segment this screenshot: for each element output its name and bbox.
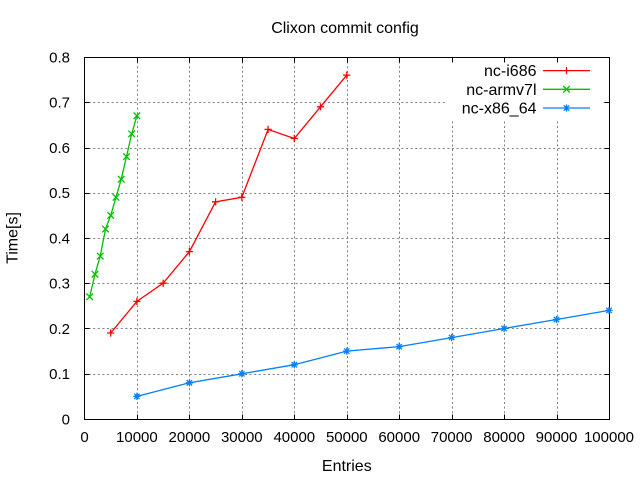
svg-text:20000: 20000 bbox=[169, 429, 211, 446]
svg-text:10000: 10000 bbox=[116, 429, 158, 446]
svg-text:60000: 60000 bbox=[378, 429, 420, 446]
svg-text:0: 0 bbox=[62, 411, 70, 428]
svg-text:80000: 80000 bbox=[483, 429, 525, 446]
svg-text:Entries: Entries bbox=[322, 458, 372, 475]
svg-text:0.4: 0.4 bbox=[49, 230, 70, 247]
svg-text:0.7: 0.7 bbox=[49, 95, 70, 112]
svg-text:nc-armv7l: nc-armv7l bbox=[466, 82, 536, 99]
svg-text:0: 0 bbox=[80, 429, 88, 446]
svg-text:nc-x86_64: nc-x86_64 bbox=[462, 101, 537, 118]
svg-text:0.8: 0.8 bbox=[49, 49, 70, 66]
svg-text:0.2: 0.2 bbox=[49, 321, 70, 338]
svg-text:30000: 30000 bbox=[221, 429, 263, 446]
svg-text:Time[s]: Time[s] bbox=[5, 212, 22, 264]
svg-text:100000: 100000 bbox=[584, 429, 634, 446]
svg-text:0.5: 0.5 bbox=[49, 185, 70, 202]
svg-text:Clixon commit config: Clixon commit config bbox=[271, 20, 419, 37]
svg-text:0.3: 0.3 bbox=[49, 276, 70, 293]
svg-text:70000: 70000 bbox=[431, 429, 473, 446]
svg-text:0.1: 0.1 bbox=[49, 366, 70, 383]
svg-text:40000: 40000 bbox=[273, 429, 315, 446]
svg-text:90000: 90000 bbox=[536, 429, 578, 446]
svg-text:50000: 50000 bbox=[326, 429, 368, 446]
svg-text:0.6: 0.6 bbox=[49, 140, 70, 157]
svg-text:nc-i686: nc-i686 bbox=[484, 63, 537, 80]
